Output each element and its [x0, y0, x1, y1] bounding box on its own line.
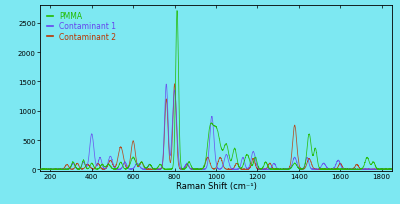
- Legend: PMMA, Contaminant 1, Contaminant 2: PMMA, Contaminant 1, Contaminant 2: [46, 11, 118, 43]
- X-axis label: Raman Shift (cm⁻¹): Raman Shift (cm⁻¹): [176, 182, 256, 190]
